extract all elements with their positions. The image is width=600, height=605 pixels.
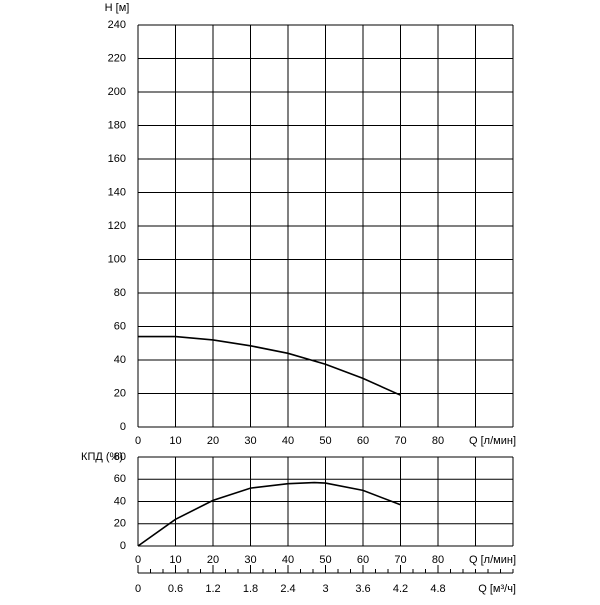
x-tick-label: 3.6: [355, 583, 370, 595]
y-tick-label: 80: [114, 287, 126, 299]
x-tick-label: 60: [357, 554, 369, 566]
curve: [138, 335, 401, 396]
y-tick-label: 160: [108, 153, 126, 165]
x-tick-label: 80: [432, 554, 444, 566]
x-axis-label: Q [л/мин]: [469, 435, 516, 447]
x-tick-label: 0.6: [168, 583, 183, 595]
y-tick-label: 80: [114, 451, 126, 463]
y-tick-label: 140: [108, 186, 126, 198]
y-tick-label: 60: [114, 320, 126, 332]
x-tick-label: 80: [432, 435, 444, 447]
curve: [137, 481, 401, 547]
x-axis-label: Q [м³/ч]: [478, 583, 516, 595]
x-tick-label: 3: [322, 583, 328, 595]
x-axis-label: Q [л/мин]: [469, 554, 516, 566]
y-tick-label: 40: [114, 495, 126, 507]
x-tick-label: 10: [169, 554, 181, 566]
y-tick-label: 220: [108, 52, 126, 64]
x-tick-label: 70: [394, 554, 406, 566]
x-tick-label: 70: [394, 435, 406, 447]
x-tick-label: 40: [282, 554, 294, 566]
x-tick-label: 2.4: [280, 583, 295, 595]
y-axis-label: H [м]: [105, 2, 130, 14]
x-tick-label: 50: [319, 554, 331, 566]
y-tick-label: 100: [108, 253, 126, 265]
x-tick-label: 50: [319, 435, 331, 447]
x-tick-label: 20: [207, 435, 219, 447]
x-tick-label: 10: [169, 435, 181, 447]
x-tick-label: 1.2: [205, 583, 220, 595]
y-tick-label: 0: [120, 540, 126, 552]
x-tick-label: 0: [135, 583, 141, 595]
y-tick-label: 60: [114, 473, 126, 485]
y-tick-label: 240: [108, 19, 126, 31]
x-tick-label: 0: [135, 435, 141, 447]
y-tick-label: 0: [120, 421, 126, 433]
y-tick-label: 120: [108, 220, 126, 232]
y-axis-label: КПД (%): [81, 451, 123, 463]
x-tick-label: 30: [244, 435, 256, 447]
x-tick-label: 60: [357, 435, 369, 447]
x-tick-label: 30: [244, 554, 256, 566]
x-tick-label: 0: [135, 554, 141, 566]
x-tick-label: 4.8: [430, 583, 445, 595]
y-tick-label: 200: [108, 86, 126, 98]
x-tick-label: 40: [282, 435, 294, 447]
y-tick-label: 20: [114, 387, 126, 399]
y-tick-label: 20: [114, 518, 126, 530]
y-tick-label: 40: [114, 354, 126, 366]
x-tick-label: 20: [207, 554, 219, 566]
y-tick-label: 180: [108, 119, 126, 131]
x-tick-label: 4.2: [393, 583, 408, 595]
x-tick-label: 1.8: [243, 583, 258, 595]
